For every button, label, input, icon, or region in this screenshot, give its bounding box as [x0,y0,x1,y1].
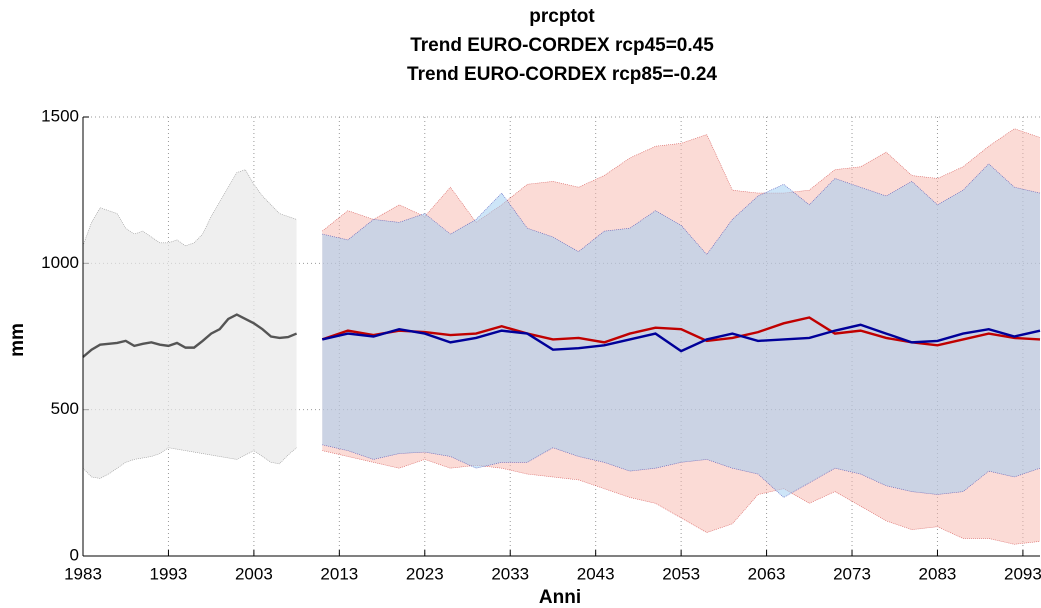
chart-title: prcptot [529,6,595,27]
x-tick-label: 2033 [491,564,529,583]
chart-subtitle: Trend EURO-CORDEX rcp85=-0.24 [407,64,717,85]
band [83,169,297,479]
band [322,163,1040,498]
line [321,323,1041,353]
x-tick-label: 2083 [919,564,957,583]
band-edge [82,447,297,479]
x-axis-label: Anni [539,587,581,608]
y-tick-label: 1500 [41,106,79,125]
x-tick-label: 2053 [662,564,700,583]
x-tick-label: 1983 [64,564,102,583]
chart-subtitle: Trend EURO-CORDEX rcp45=0.45 [410,35,714,56]
x-tick-label: 2063 [748,564,786,583]
x-tick-label: 2073 [833,564,871,583]
y-axis-label: mm [7,323,28,357]
x-tick-label: 2023 [406,564,444,583]
line [321,316,1041,347]
band-edge [322,444,1041,498]
x-tick-label: 2013 [320,564,358,583]
y-tick-label: 1000 [41,253,79,272]
y-tick-label: 0 [70,545,79,564]
x-tick-label: 2043 [577,564,615,583]
x-tick-label: 1993 [150,564,188,583]
x-tick-label: 2093 [1004,564,1041,583]
band-edge [322,163,1041,256]
band-edge [82,169,297,247]
line [82,313,298,358]
band-edge [322,128,1041,232]
x-tick-label: 2003 [235,564,273,583]
band-edge [322,450,1041,545]
y-tick-label: 500 [51,399,79,418]
